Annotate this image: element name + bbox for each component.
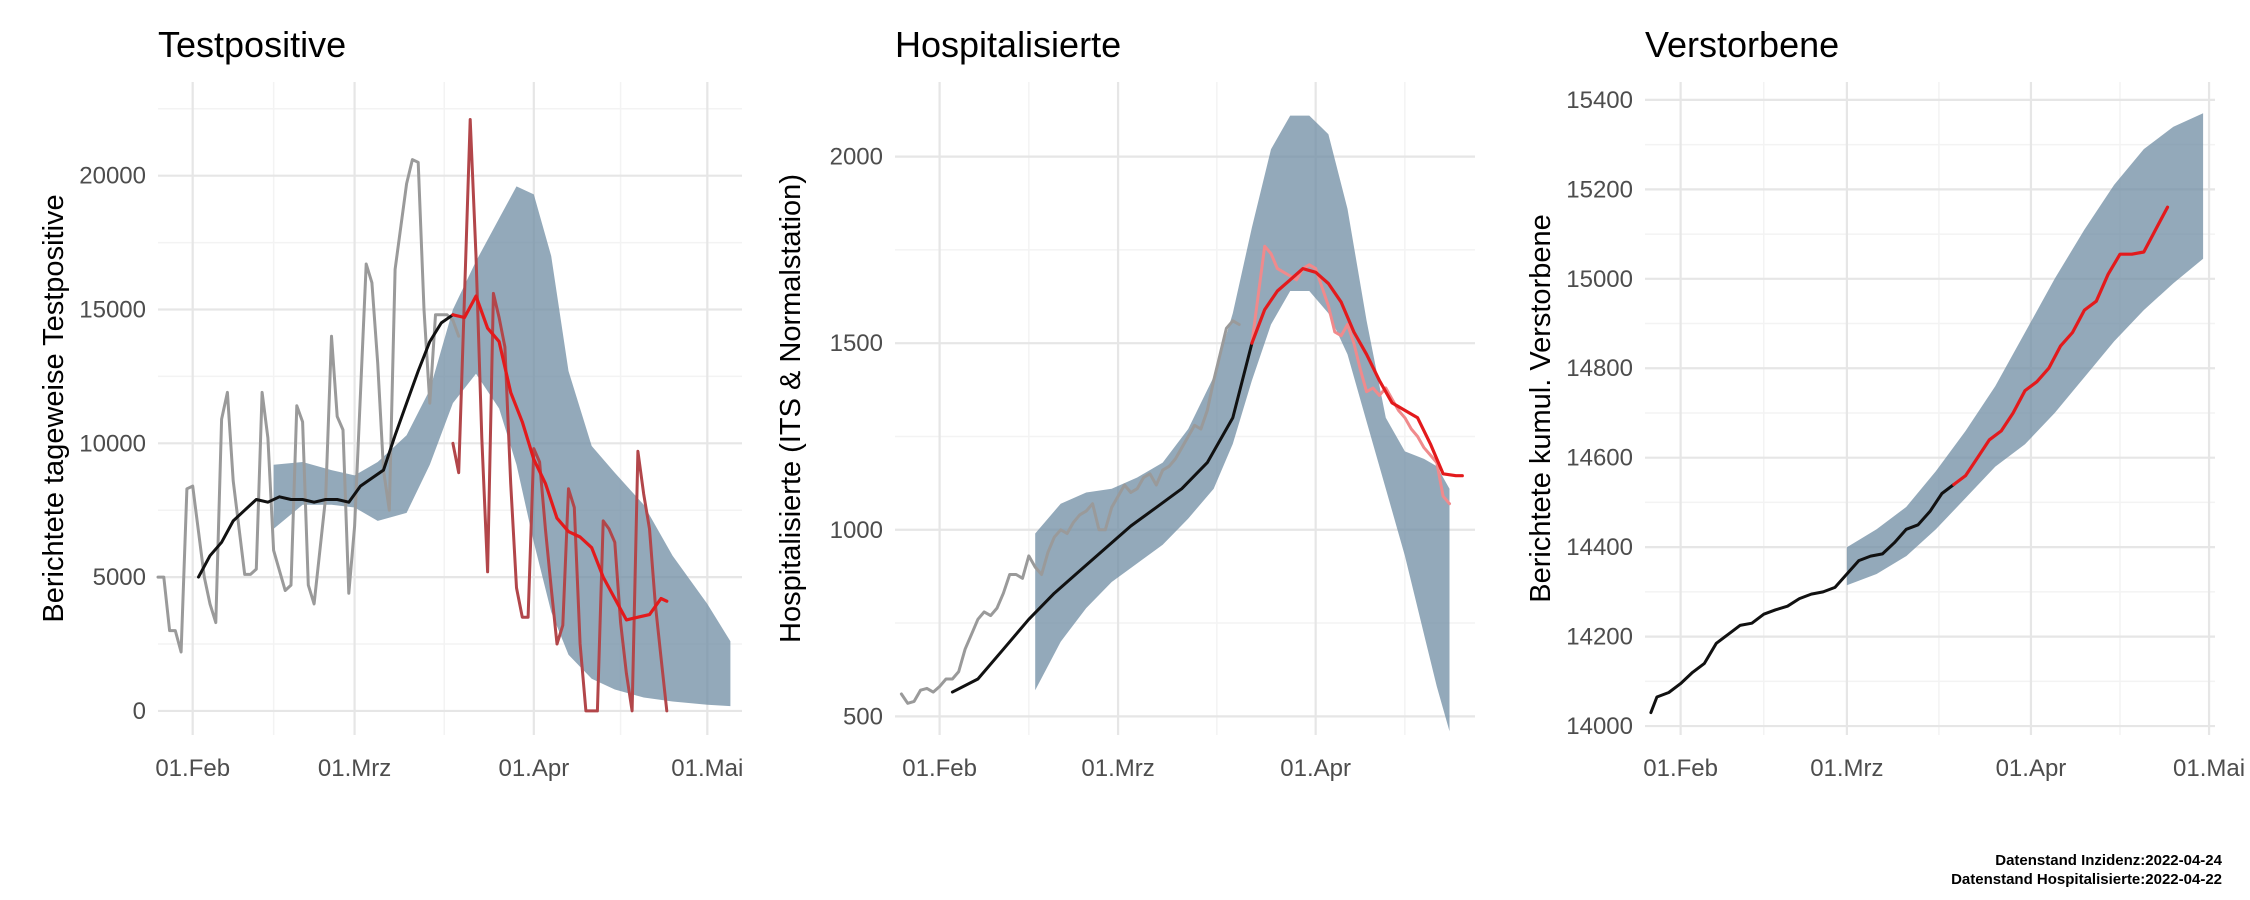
x-tick-label: 01.Mai [671, 755, 743, 782]
y-tick-label: 1500 [830, 330, 883, 357]
x-tick-label: 01.Feb [155, 755, 230, 782]
grid-minor [1645, 82, 2215, 735]
series-line-smoothed [1649, 483, 1956, 715]
x-tick-label: 01.Mrz [318, 755, 391, 782]
x-tick-label: 01.Apr [498, 755, 569, 782]
series-line-nowcast-raw-1 [451, 118, 669, 713]
y-tick-label: 14200 [1566, 624, 1633, 651]
chart-title: Testpositive [158, 24, 346, 65]
y-tick-label: 1000 [830, 517, 883, 544]
prediction-band [1035, 115, 1450, 732]
series-line-nowcast-raw-2 [1250, 244, 1451, 506]
x-tick-label: 01.Mrz [1081, 755, 1154, 782]
panel-testpositive: 0 5000 10000 15000 20000 01.Feb 01.Mrz 01.Apr 01… [38, 24, 743, 782]
grid-major [895, 82, 1475, 735]
x-tick-label: 01.Feb [902, 755, 977, 782]
y-tick-label: 14000 [1566, 713, 1633, 740]
y-tick-label: 15200 [1566, 176, 1633, 203]
y-axis-label: Berichtete tageweise Testpositive [38, 194, 70, 622]
y-tick-label: 14600 [1566, 445, 1633, 472]
y-axis-label: Hospitalisierte (ITS & Normalstation) [775, 174, 807, 643]
y-tick-label: 2000 [830, 144, 883, 171]
y-tick-label: 10000 [79, 430, 146, 457]
series-line-nowcast [1250, 267, 1464, 478]
footnote-hospitalisierte: Datenstand Hospitalisierte:2022-04-22 [1951, 871, 2222, 888]
series-line-smoothed [950, 341, 1254, 694]
panel-verstorbene: 14000 14200 14400 14600 14800 15000 15200 15400… [1525, 24, 2245, 782]
chart-title: Verstorbene [1645, 24, 1839, 65]
series-line-observed [899, 319, 1241, 705]
y-tick-label: 5000 [93, 564, 146, 591]
prediction-band [1846, 113, 2204, 586]
y-tick-label: 14400 [1566, 534, 1633, 561]
series-line-nowcast [1952, 205, 2170, 487]
y-tick-label: 15000 [79, 296, 146, 323]
x-tick-label: 01.Mrz [1810, 755, 1883, 782]
x-tick-label: 01.Apr [1280, 755, 1351, 782]
series-line-nowcast [451, 294, 669, 622]
y-tick-label: 0 [133, 698, 146, 725]
series-line-smoothed [197, 313, 455, 579]
y-tick-label: 500 [843, 703, 883, 730]
y-tick-label: 20000 [79, 163, 146, 190]
grid-minor [895, 82, 1475, 735]
y-tick-label: 14800 [1566, 355, 1633, 382]
y-tick-label: 15400 [1566, 87, 1633, 114]
chart-title: Hospitalisierte [895, 24, 1121, 65]
x-tick-label: 01.Apr [1996, 755, 2067, 782]
x-tick-label: 01.Mai [2173, 755, 2245, 782]
x-tick-label: 01.Feb [1643, 755, 1718, 782]
grid-major [1645, 82, 2215, 735]
y-axis-label: Berichtete kumul. Verstorbene [1525, 214, 1557, 602]
series-line-observed [156, 158, 461, 654]
footnote-inzidenz: Datenstand Inzidenz:2022-04-24 [1995, 852, 2222, 869]
y-tick-label: 15000 [1566, 266, 1633, 293]
panel-hospitalisierte: 500 1000 1500 2000 01.Feb 01.Mrz 01.Apr Hospita… [775, 24, 1475, 782]
